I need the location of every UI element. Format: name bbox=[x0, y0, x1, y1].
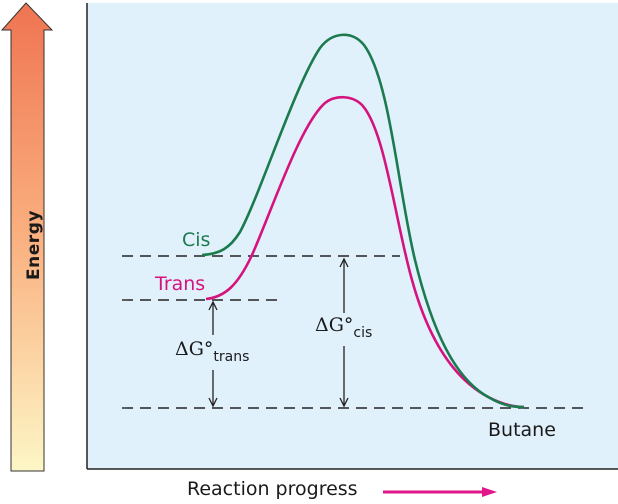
delta-g-symbol: ΔG° bbox=[175, 338, 214, 360]
delta-g-trans-label: ΔG°trans bbox=[173, 338, 252, 365]
delta-g-cis-subscript: cis bbox=[353, 325, 373, 341]
delta-g-symbol: ΔG° bbox=[315, 314, 354, 336]
dg-trans-arrow bbox=[208, 300, 218, 408]
delta-g-trans-subscript: trans bbox=[213, 349, 250, 365]
reaction-progress-arrow bbox=[383, 487, 497, 497]
trans-label: Trans bbox=[155, 273, 206, 295]
energy-axis-arrow bbox=[0, 2, 54, 472]
cis-label: Cis bbox=[182, 229, 211, 251]
cis-curve bbox=[201, 33, 525, 409]
x-axis-label: Reaction progress bbox=[187, 478, 358, 500]
energy-axis-label: Energy bbox=[24, 210, 44, 280]
butane-label: Butane bbox=[488, 419, 556, 441]
plot-area bbox=[87, 3, 618, 469]
dg-cis-arrow bbox=[339, 257, 349, 408]
delta-g-cis-label: ΔG°cis bbox=[313, 314, 375, 341]
